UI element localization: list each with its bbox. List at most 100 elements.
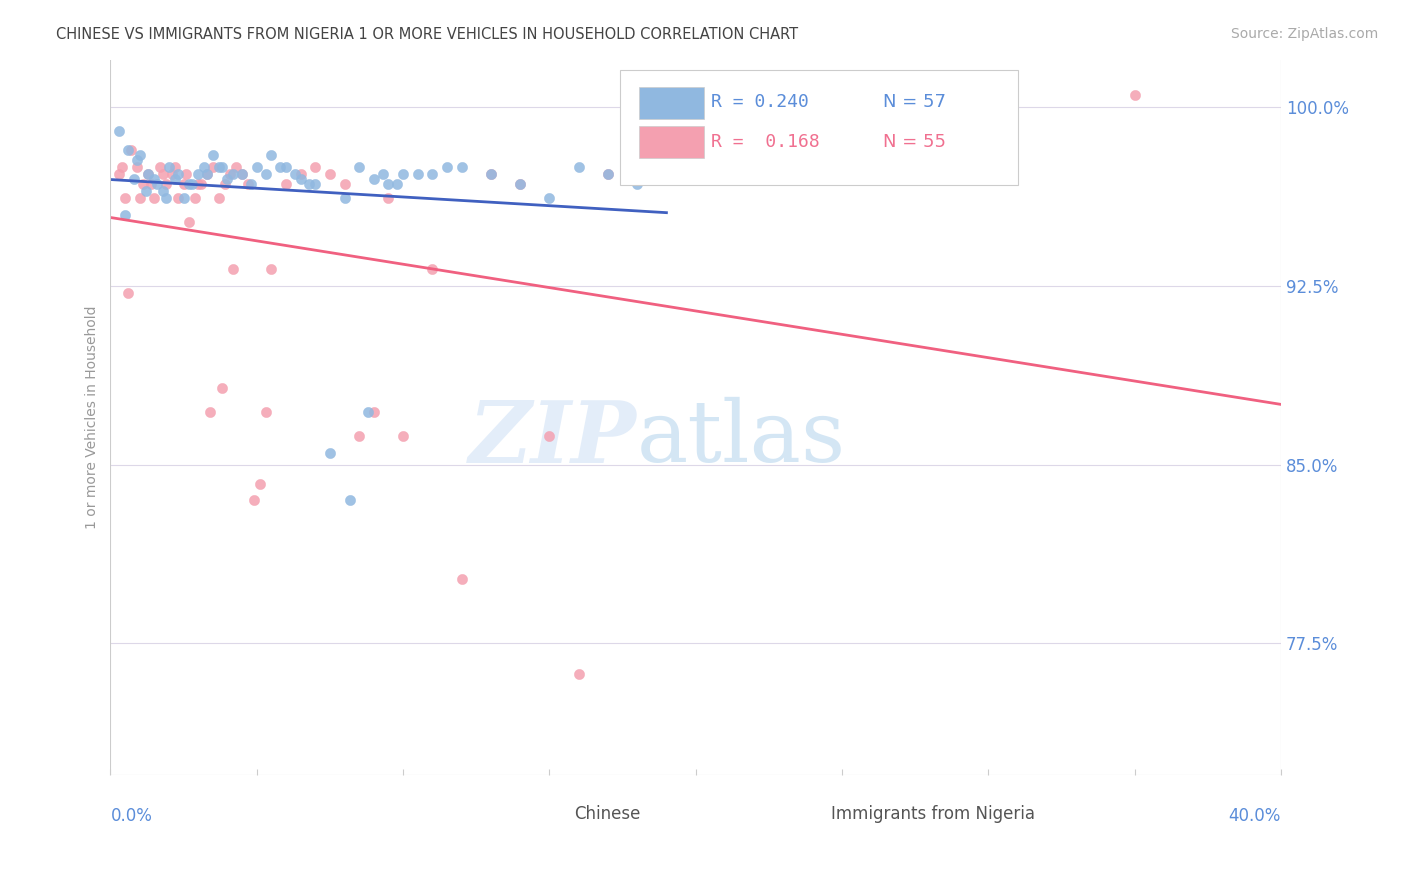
Point — [179, 177, 201, 191]
Point — [187, 167, 209, 181]
Text: ZIP: ZIP — [470, 397, 637, 480]
Text: atlas: atlas — [637, 397, 846, 480]
Point — [254, 167, 277, 181]
Point — [1123, 88, 1146, 103]
Point — [155, 191, 177, 205]
Point — [357, 405, 380, 419]
Point — [538, 191, 561, 205]
Point — [211, 382, 233, 396]
FancyBboxPatch shape — [523, 803, 571, 829]
Point — [152, 167, 174, 181]
Point — [246, 160, 269, 174]
Point — [319, 446, 342, 460]
Point — [214, 177, 236, 191]
Point — [222, 262, 245, 277]
Point — [143, 171, 166, 186]
Point — [201, 160, 224, 174]
Point — [284, 167, 307, 181]
FancyBboxPatch shape — [780, 803, 828, 829]
Point — [114, 191, 136, 205]
Text: Source: ZipAtlas.com: Source: ZipAtlas.com — [1230, 27, 1378, 41]
Point — [117, 286, 139, 301]
Y-axis label: 1 or more Vehicles in Household: 1 or more Vehicles in Household — [86, 305, 100, 529]
Point — [173, 177, 195, 191]
Point — [117, 143, 139, 157]
Point — [108, 124, 131, 138]
Point — [231, 167, 253, 181]
Point — [114, 207, 136, 221]
Point — [125, 160, 148, 174]
Point — [195, 167, 218, 181]
Point — [450, 160, 472, 174]
Point — [290, 167, 312, 181]
Point — [333, 191, 356, 205]
Point — [239, 177, 262, 191]
Point — [208, 160, 231, 174]
Point — [236, 177, 259, 191]
Point — [260, 262, 283, 277]
Point — [187, 177, 209, 191]
Point — [146, 177, 169, 191]
Point — [160, 167, 183, 181]
Point — [596, 167, 619, 181]
Point — [319, 167, 342, 181]
Point — [333, 177, 356, 191]
Point — [243, 493, 266, 508]
Point — [111, 160, 134, 174]
FancyBboxPatch shape — [640, 126, 704, 158]
FancyBboxPatch shape — [640, 87, 704, 119]
FancyBboxPatch shape — [620, 70, 1018, 185]
Point — [208, 191, 231, 205]
Point — [392, 429, 415, 443]
Point — [479, 167, 502, 181]
Point — [108, 167, 131, 181]
Point — [274, 160, 297, 174]
Point — [193, 160, 215, 174]
Point — [450, 572, 472, 586]
Point — [122, 171, 145, 186]
Point — [274, 177, 297, 191]
Text: CHINESE VS IMMIGRANTS FROM NIGERIA 1 OR MORE VEHICLES IN HOUSEHOLD CORRELATION C: CHINESE VS IMMIGRANTS FROM NIGERIA 1 OR … — [56, 27, 799, 42]
Point — [406, 167, 429, 181]
Point — [568, 667, 591, 681]
Point — [363, 171, 385, 186]
Point — [120, 143, 142, 157]
Point — [152, 184, 174, 198]
Text: R =  0.168: R = 0.168 — [711, 133, 820, 151]
Point — [371, 167, 394, 181]
Point — [249, 476, 271, 491]
Point — [596, 167, 619, 181]
Point — [509, 177, 531, 191]
Point — [222, 167, 245, 181]
Point — [181, 177, 204, 191]
Point — [157, 160, 180, 174]
Point — [420, 262, 443, 277]
Text: 0.0%: 0.0% — [111, 806, 152, 825]
Text: Immigrants from Nigeria: Immigrants from Nigeria — [831, 805, 1035, 823]
Point — [128, 191, 150, 205]
Point — [304, 160, 326, 174]
Point — [538, 429, 561, 443]
Point — [231, 167, 253, 181]
Point — [260, 148, 283, 162]
Point — [298, 177, 321, 191]
Point — [269, 160, 291, 174]
Point — [135, 184, 157, 198]
Point — [217, 171, 239, 186]
Point — [377, 191, 399, 205]
Point — [128, 148, 150, 162]
Point — [155, 177, 177, 191]
Point — [290, 171, 312, 186]
Point — [387, 177, 409, 191]
Point — [149, 160, 172, 174]
Point — [138, 167, 160, 181]
Point — [125, 153, 148, 167]
Point — [436, 160, 458, 174]
Point — [568, 160, 591, 174]
Point — [131, 177, 153, 191]
Text: Chinese: Chinese — [574, 805, 640, 823]
Point — [143, 191, 166, 205]
Point — [225, 160, 247, 174]
Point — [509, 177, 531, 191]
Point — [626, 177, 648, 191]
